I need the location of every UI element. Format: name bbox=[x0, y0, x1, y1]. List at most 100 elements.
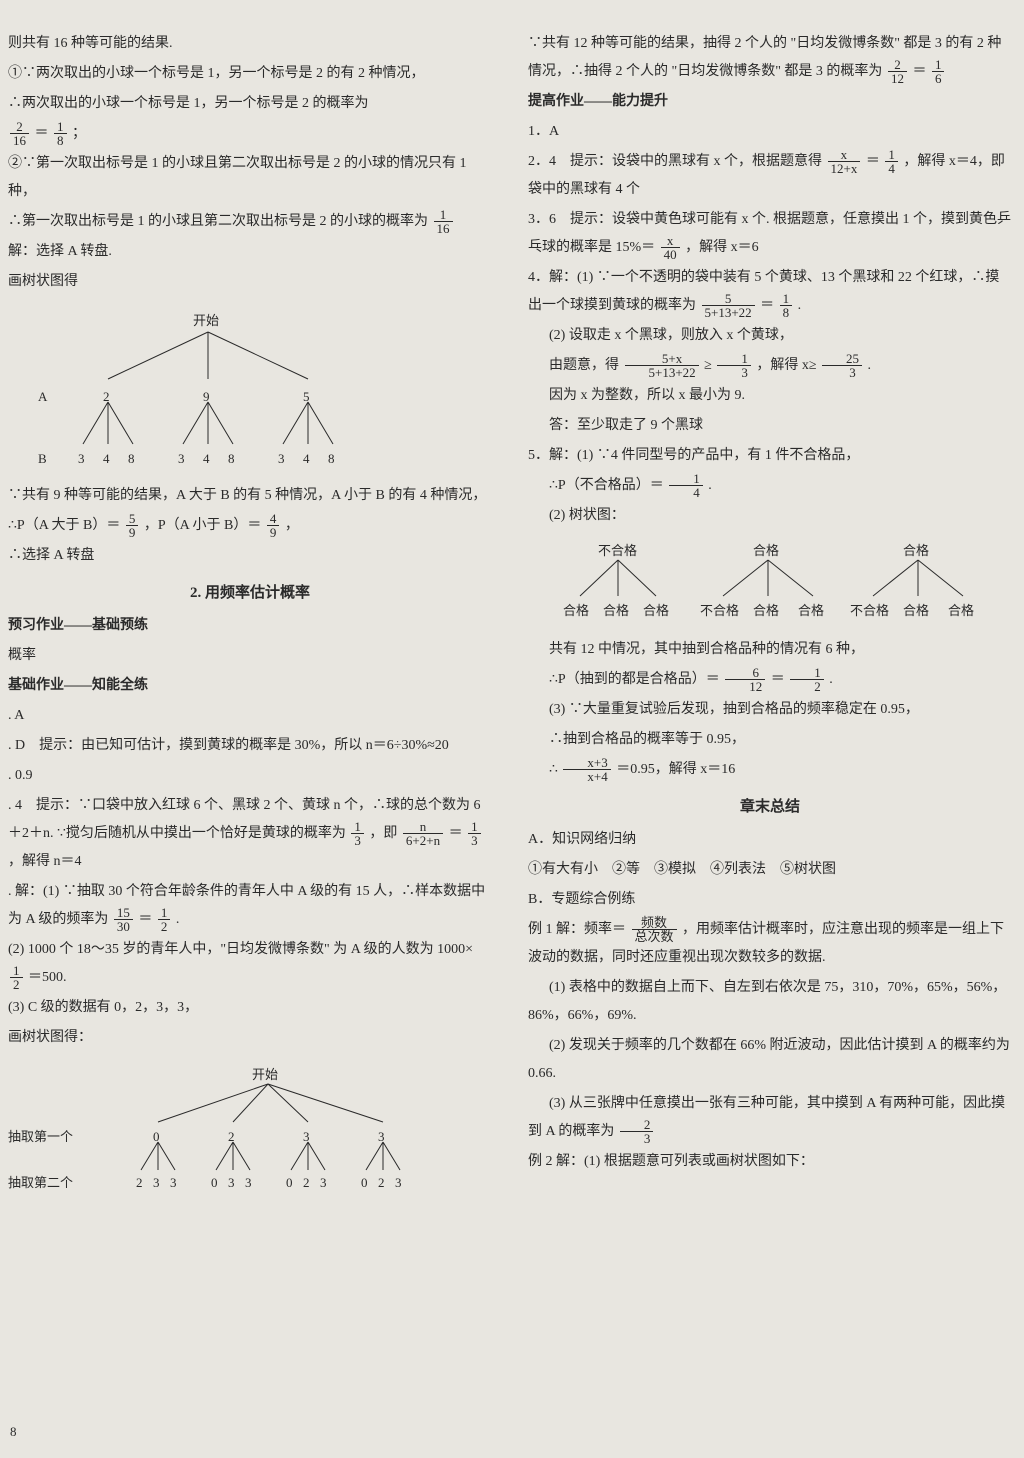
text-span: ∴P（抽到的都是合格品）＝ bbox=[549, 672, 720, 687]
fraction: 12 bbox=[10, 964, 23, 991]
tree-leaf: 合格 bbox=[753, 598, 779, 624]
fraction: x+3x+4 bbox=[563, 756, 610, 783]
text-span: ，解得 n＝4 bbox=[8, 854, 82, 869]
text-line: 则共有 16 种等可能的结果. bbox=[8, 30, 492, 58]
text-line: ∴ x+3x+4 ＝0.95，解得 x＝16 bbox=[528, 756, 1012, 784]
example-item: 例 2 解：(1) 根据题意可列表或画树状图如下： bbox=[528, 1148, 1012, 1176]
tree-leaf: 合格 bbox=[798, 598, 824, 624]
tree-node: 0 bbox=[153, 1124, 160, 1150]
text-line: 共有 12 中情况，其中抽到合格品种的情况有 6 种， bbox=[528, 636, 1012, 664]
text-span: (3) 从三张牌中任意摸出一张有三种可能，其中摸到 A 有两种可能，因此摸到 A… bbox=[528, 1096, 1005, 1139]
tree-leaf: 4 bbox=[203, 446, 210, 472]
text-line: (2) 设取走 x 个黑球，则放入 x 个黄球， bbox=[528, 322, 1012, 350]
answer-item: . D 提示：由已知可估计，摸到黄球的概率是 30%，所以 n＝6÷30%≈20 bbox=[8, 732, 492, 760]
answer-item: 1．A bbox=[528, 118, 1012, 146]
tree-leaf: 2 bbox=[136, 1170, 143, 1196]
text-line: ②∵第一次取出标号是 1 的小球且第二次取出标号是 2 的小球的情况只有 1 种… bbox=[8, 150, 492, 206]
text-line: ∴P（抽到的都是合格品）＝ 612 ＝ 12 . bbox=[528, 666, 1012, 694]
text-line: ①有大有小 ②等 ③模拟 ④列表法 ⑤树状图 bbox=[528, 856, 1012, 884]
text-line: 因为 x 为整数，所以 x 最小为 9. bbox=[528, 382, 1012, 410]
tree-row1: 抽取第一个 bbox=[8, 1124, 73, 1150]
tree-leaf: 8 bbox=[228, 446, 235, 472]
text-span: ，即 bbox=[369, 826, 397, 841]
text-line: ∴选择 A 转盘 bbox=[8, 542, 492, 570]
text-span: . bbox=[708, 478, 712, 493]
text-line: (1) 表格中的数据自上而下、自左到右依次是 75，310，70%，65%，56… bbox=[528, 974, 1012, 1030]
tree-root: 开始 bbox=[193, 308, 219, 334]
answer-item: . 解：(1) ∵抽取 30 个符合年龄条件的青年人中 A 级的有 15 人，∴… bbox=[8, 878, 492, 934]
tree-leaf: 合格 bbox=[948, 598, 974, 624]
text-span: ∴第一次取出标号是 1 的小球且第二次取出标号是 2 的小球的概率为 bbox=[8, 214, 428, 229]
fraction: x40 bbox=[661, 234, 680, 261]
text-span: . bbox=[829, 672, 833, 687]
tree-leaf: 不合格 bbox=[700, 598, 739, 624]
text-span: 由题意，得 bbox=[549, 358, 619, 373]
page-container: 则共有 16 种等可能的结果. ①∵两次取出的小球一个标号是 1，另一个标号是 … bbox=[0, 0, 1024, 1458]
text-span: ，解得 x＝6 bbox=[685, 240, 759, 255]
tree-diagram-2: 开始 抽取第一个 0 2 3 3 抽取第二个 2 3 3 0 3 3 0 2 3… bbox=[8, 1060, 492, 1190]
text-span: ，P（A 小于 B）＝ bbox=[144, 518, 261, 533]
tree-leaf: 3 bbox=[178, 446, 185, 472]
fraction: 16 bbox=[932, 58, 945, 85]
fraction: 49 bbox=[267, 512, 280, 539]
text-line: ∵共有 12 种等可能的结果，抽得 2 个人的 "日均发微博条数" 都是 3 的… bbox=[528, 30, 1012, 86]
fraction: 253 bbox=[822, 352, 862, 379]
fraction: 14 bbox=[885, 148, 898, 175]
text-span: ≥ bbox=[704, 358, 712, 373]
text-line: 画树状图得 bbox=[8, 268, 492, 296]
tree-leaf: 4 bbox=[103, 446, 110, 472]
tree-leaf: 3 bbox=[153, 1170, 160, 1196]
page-number: 8 bbox=[10, 1424, 17, 1440]
tree-leaf: 8 bbox=[328, 446, 335, 472]
tree-leaf: 8 bbox=[128, 446, 135, 472]
tree-diagram-1: 开始 A 2 9 5 B 3 4 8 3 4 8 3 4 8 bbox=[28, 304, 492, 474]
fraction: 14 bbox=[669, 472, 703, 499]
text-line: ∴P（不合格品）＝ 14 . bbox=[528, 472, 1012, 500]
tree-node: 9 bbox=[203, 384, 210, 410]
text-line: ∵共有 9 种等可能的结果，A 大于 B 的有 5 种情况，A 小于 B 的有 … bbox=[8, 482, 492, 510]
fraction: 1530 bbox=[114, 906, 133, 933]
tree-rowA: A bbox=[38, 384, 47, 410]
text-span: . bbox=[868, 358, 872, 373]
fraction: 18 bbox=[780, 292, 793, 319]
tree-leaf: 3 bbox=[228, 1170, 235, 1196]
text-line: ∴抽到合格品的概率等于 0.95， bbox=[528, 726, 1012, 754]
tree-leaf: 3 bbox=[78, 446, 85, 472]
fraction: 55+13+22 bbox=[702, 292, 755, 319]
fraction: n6+2+n bbox=[403, 820, 443, 847]
text-line: ①∵两次取出的小球一个标号是 1，另一个标号是 2 的有 2 种情况， bbox=[8, 60, 492, 88]
fraction: 212 bbox=[888, 58, 907, 85]
answer-item: 5．解：(1) ∵4 件同型号的产品中，有 1 件不合格品， bbox=[528, 442, 1012, 470]
fraction: 13 bbox=[468, 820, 481, 847]
text-span: 4．解：(1) ∵一个不透明的袋中装有 5 个黄球、13 个黑球和 22 个红球… bbox=[528, 270, 999, 313]
text-line: (3) C 级的数据有 0，2，3，3， bbox=[8, 994, 492, 1022]
text-line: (2) 树状图： bbox=[528, 502, 1012, 530]
text-span: ∴ bbox=[549, 762, 558, 777]
tree-leaf: 3 bbox=[170, 1170, 177, 1196]
tree-node: 5 bbox=[303, 384, 310, 410]
fraction: 612 bbox=[725, 666, 765, 693]
text-line: 概率 bbox=[8, 642, 492, 670]
fraction: 12 bbox=[158, 906, 171, 933]
text-span: ＝ bbox=[449, 826, 463, 841]
tree-node: 2 bbox=[228, 1124, 235, 1150]
fraction: x12+x bbox=[828, 148, 861, 175]
text-line: ∴两次取出的小球一个标号是 1，另一个标号是 2 的概率为 bbox=[8, 90, 492, 118]
text-span: ，解得 x≥ bbox=[756, 358, 816, 373]
fraction: 18 bbox=[54, 120, 67, 147]
text-line: (2) 发现关于频率的几个数都在 66% 附近波动，因此估计摸到 A 的概率约为… bbox=[528, 1032, 1012, 1088]
tree-leaf: 2 bbox=[378, 1170, 385, 1196]
answer-item: 2．4 提示：设袋中的黑球有 x 个，根据题意得 x12+x ＝ 14 ，解得 … bbox=[528, 148, 1012, 204]
text-span: . 解：(1) ∵抽取 30 个符合年龄条件的青年人中 A 级的有 15 人，∴… bbox=[8, 884, 485, 927]
tree-leaf: 0 bbox=[211, 1170, 218, 1196]
subsection-header: 提高作业——能力提升 bbox=[528, 88, 1012, 116]
tree-rowB: B bbox=[38, 446, 47, 472]
text-span: (2) 1000 个 18～35 岁的青年人中，"日均发微博条数" 为 A 级的… bbox=[8, 942, 473, 957]
text-span: 例 1 解：频率＝ bbox=[528, 922, 626, 937]
text-line: 解：选择 A 转盘. bbox=[8, 238, 492, 266]
fraction: 116 bbox=[434, 208, 453, 235]
tree-leaf: 合格 bbox=[643, 598, 669, 624]
tree-root: 开始 bbox=[252, 1062, 278, 1088]
fraction: 频数总次数 bbox=[632, 916, 677, 943]
text-line: (3) 从三张牌中任意摸出一张有三种可能，其中摸到 A 有两种可能，因此摸到 A… bbox=[528, 1090, 1012, 1146]
